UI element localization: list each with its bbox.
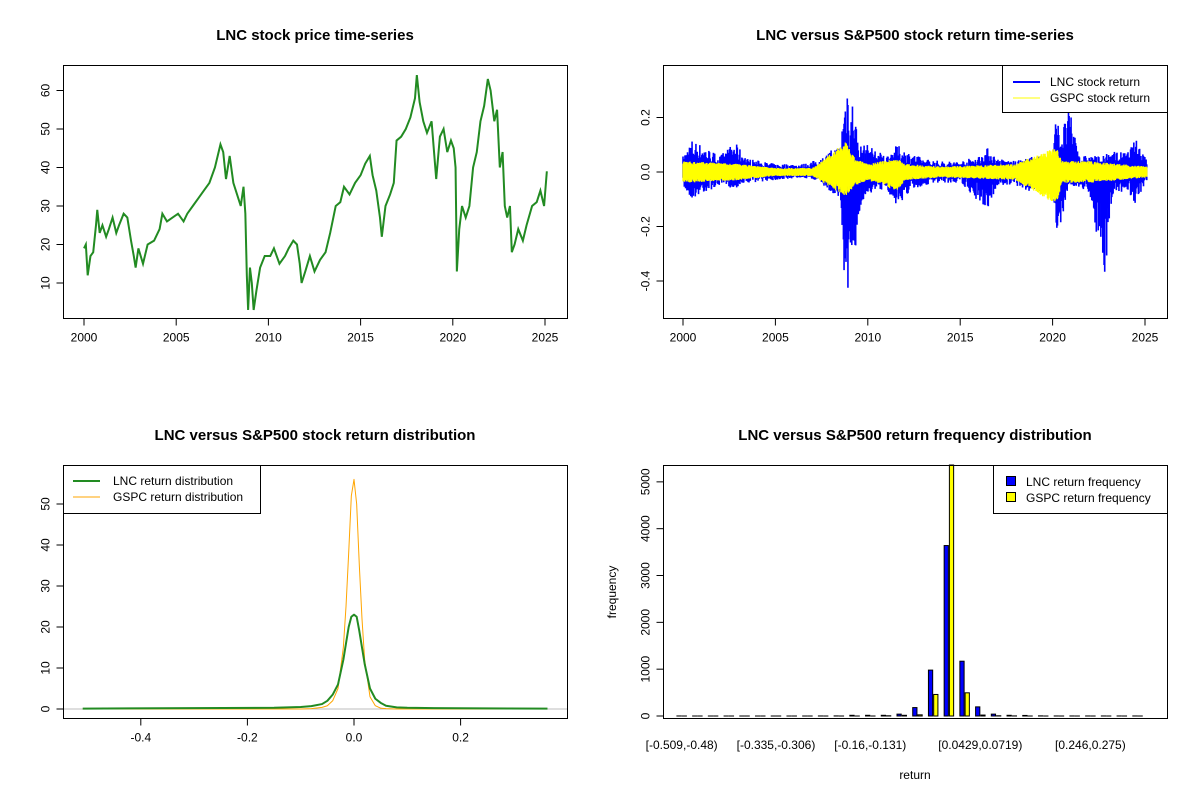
x-tick-label: [-0.509,-0.48) xyxy=(646,738,718,752)
lnc-frequency-bar xyxy=(1022,714,1028,717)
y-tick-label: 2000 xyxy=(639,609,653,636)
x-tick-label: 2020 xyxy=(439,331,466,345)
density-legend: LNC return distribution GSPC return dist… xyxy=(63,465,261,514)
y-tick-label: 3000 xyxy=(639,562,653,589)
gspc-frequency-bar xyxy=(948,464,955,717)
x-tick-label: 0.0 xyxy=(346,731,363,745)
lnc-frequency-bar xyxy=(975,706,981,717)
x-tick-label: 2005 xyxy=(163,331,190,345)
x-tick-label: 2020 xyxy=(1039,331,1066,345)
legend-gspc-label: GSPC return distribution xyxy=(113,490,243,504)
x-axis-label: return xyxy=(899,768,930,782)
gspc-frequency-bar xyxy=(901,714,907,717)
lnc-frequency-bar xyxy=(849,714,855,717)
y-tick-label: 4000 xyxy=(639,515,653,542)
y-tick-label: 30 xyxy=(39,199,53,213)
y-tick-label: 10 xyxy=(39,276,53,290)
price-line xyxy=(83,74,548,311)
x-tick-label: 2015 xyxy=(947,331,974,345)
legend-lnc-label: LNC return frequency xyxy=(1026,475,1141,489)
return-legend: LNC stock return GSPC stock return xyxy=(1002,65,1168,113)
y-tick-label: 1000 xyxy=(639,656,653,683)
x-tick-label: [0.0429,0.0719) xyxy=(938,738,1022,752)
x-tick-label: [-0.335,-0.306) xyxy=(737,738,816,752)
x-tick-label: 0.2 xyxy=(452,731,469,745)
gspc-density-line xyxy=(82,478,548,710)
return-chart: LNC versus S&P500 stock return time-seri… xyxy=(639,27,1168,345)
y-tick-label: 50 xyxy=(39,497,53,511)
density-chart-title: LNC versus S&P500 stock return distribut… xyxy=(155,427,476,444)
y-tick-label: 40 xyxy=(39,161,53,175)
y-tick-label: -0.2 xyxy=(639,216,653,237)
lnc-frequency-bar xyxy=(1006,714,1012,717)
y-tick-label: 50 xyxy=(39,122,53,136)
lnc-frequency-bar xyxy=(880,714,887,717)
x-tick-label: 2000 xyxy=(670,331,697,345)
lnc-frequency-bar xyxy=(927,669,934,717)
histogram-chart-title: LNC versus S&P500 return frequency distr… xyxy=(738,427,1091,444)
y-tick-label: 40 xyxy=(39,538,53,552)
x-tick-label: 2005 xyxy=(762,331,789,345)
legend-lnc-label: LNC stock return xyxy=(1050,75,1140,89)
gspc-frequency-bar xyxy=(964,692,970,717)
price-chart: LNC stock price time-series 2000 2005 2010… xyxy=(39,27,568,345)
histogram-legend: LNC return frequency GSPC return frequen… xyxy=(993,465,1168,514)
y-tick-label: 0 xyxy=(639,712,653,719)
histogram-chart: LNC versus S&P500 return frequency distr… xyxy=(605,427,1168,782)
y-tick-label: 30 xyxy=(39,579,53,593)
lnc-density-line xyxy=(82,613,548,710)
lnc-frequency-bar xyxy=(912,707,918,717)
lnc-frequency-bar xyxy=(959,660,965,717)
x-tick-label: -0.2 xyxy=(237,731,258,745)
x-tick-label: 2015 xyxy=(347,331,374,345)
legend-gspc-label: GSPC stock return xyxy=(1050,91,1150,105)
y-tick-label: 60 xyxy=(39,84,53,98)
lnc-frequency-bar xyxy=(943,545,949,717)
x-tick-label: 2000 xyxy=(71,331,98,345)
lnc-frequency-bar xyxy=(865,714,871,717)
x-tick-label: -0.4 xyxy=(130,731,151,745)
y-tick-label: -0.4 xyxy=(639,270,653,291)
x-tick-label: [-0.16,-0.131) xyxy=(834,738,906,752)
y-tick-label: 20 xyxy=(39,620,53,634)
y-tick-label: 10 xyxy=(39,661,53,675)
legend-gspc-swatch xyxy=(1006,492,1016,502)
x-tick-label: 2010 xyxy=(255,331,282,345)
gspc-return-series xyxy=(682,142,1148,202)
gspc-frequency-bar xyxy=(917,714,923,717)
gspc-frequency-bar xyxy=(933,693,939,717)
y-tick-label: 0.0 xyxy=(639,163,653,180)
x-tick-label: 2025 xyxy=(1132,331,1159,345)
lnc-frequency-bar xyxy=(990,713,997,717)
legend-lnc-label: LNC return distribution xyxy=(113,474,233,488)
y-tick-label: 0 xyxy=(39,705,53,712)
y-tick-label: 0.2 xyxy=(639,109,653,126)
x-tick-label: 2025 xyxy=(532,331,559,345)
x-tick-label: [0.246,0.275) xyxy=(1055,738,1126,752)
x-tick-label: 2010 xyxy=(854,331,881,345)
price-chart-title: LNC stock price time-series xyxy=(216,27,414,44)
y-axis-label: frequency xyxy=(605,566,619,619)
return-chart-title: LNC versus S&P500 stock return time-seri… xyxy=(756,27,1074,44)
density-chart: LNC versus S&P500 stock return distribut… xyxy=(39,427,568,745)
lnc-frequency-bar xyxy=(896,713,902,717)
legend-gspc-label: GSPC return frequency xyxy=(1026,491,1151,505)
y-tick-label: 20 xyxy=(39,238,53,252)
y-tick-label: 5000 xyxy=(639,468,653,495)
legend-lnc-swatch xyxy=(1006,476,1016,486)
gspc-frequency-bar xyxy=(980,714,986,717)
